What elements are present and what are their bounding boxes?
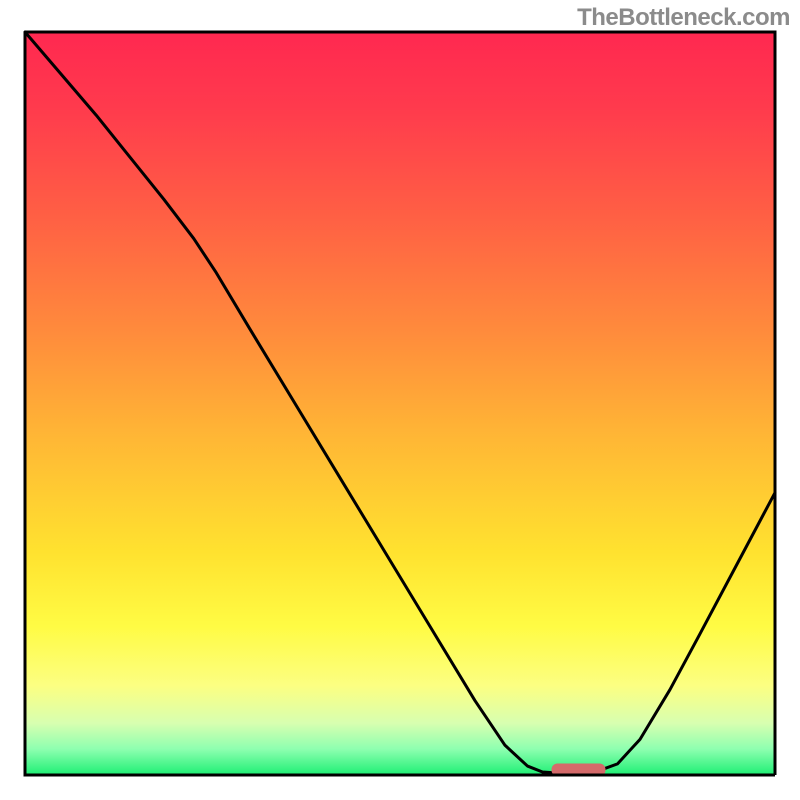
watermark-text: TheBottleneck.com [577, 4, 790, 32]
bottleneck-chart: TheBottleneck.com [0, 0, 800, 800]
chart-svg [0, 0, 800, 800]
plot-area [25, 32, 775, 775]
